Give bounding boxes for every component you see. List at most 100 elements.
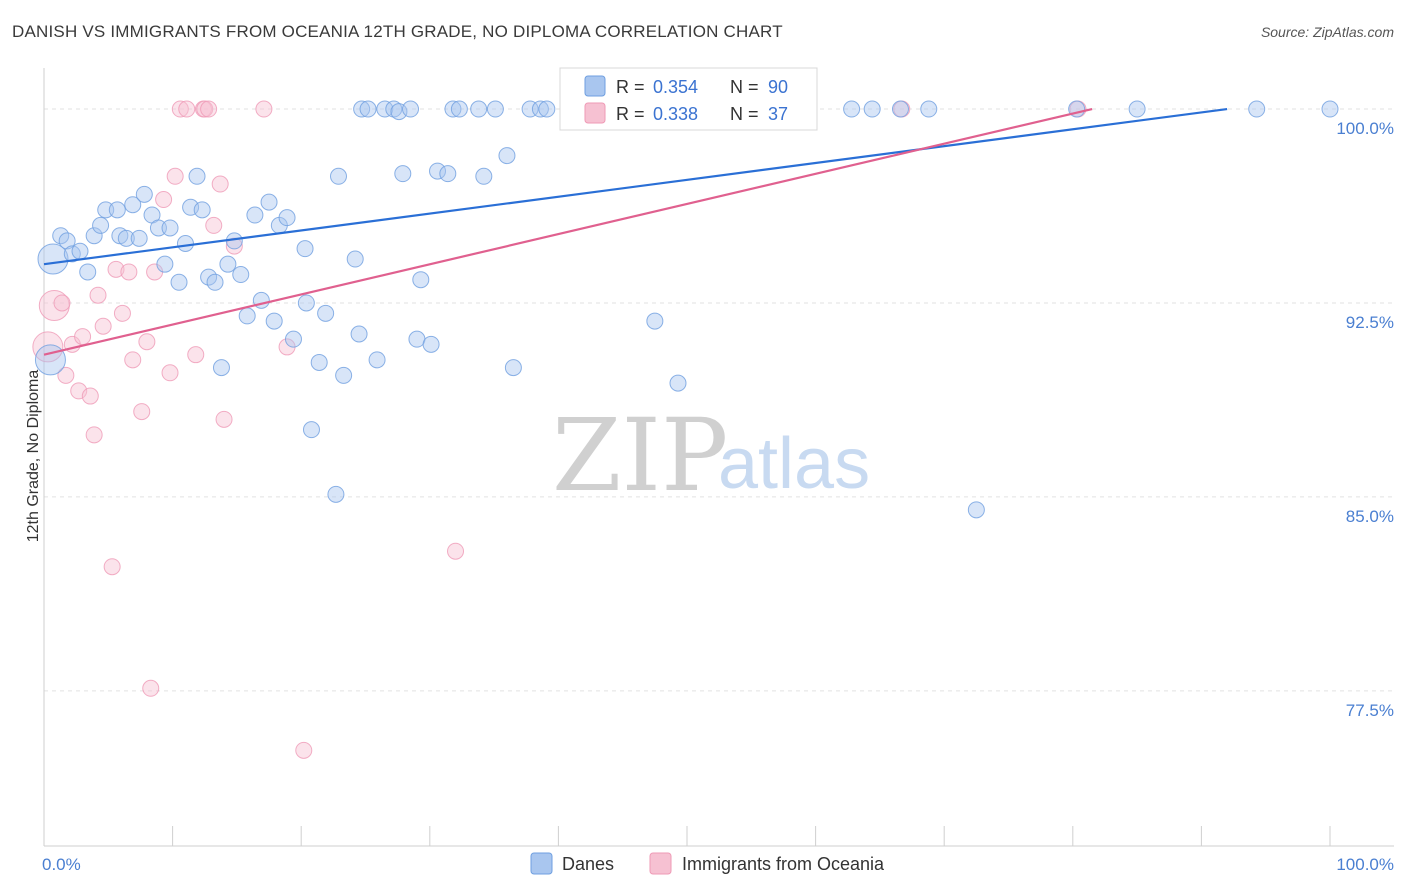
danes-point-21 [176, 234, 194, 252]
oceania-point-13 [113, 304, 131, 322]
danes-point-39 [296, 240, 314, 258]
danes-point-32 [246, 206, 264, 224]
danes-point-85 [967, 501, 985, 519]
legend-r-value-danes: 0.354 [653, 77, 698, 97]
oceania-point-27 [196, 100, 214, 118]
legend-n-label-oceania: N = [730, 104, 759, 124]
danes-point-44 [327, 485, 345, 503]
danes-point-84 [920, 100, 938, 118]
y-axis-label: 12th Grade, No Diploma [25, 370, 42, 543]
oceania-point-14 [120, 263, 138, 281]
danes-point-5 [71, 242, 89, 260]
danes-point-17 [149, 219, 167, 237]
danes-point-37 [278, 209, 296, 227]
danes-point-8 [92, 216, 110, 234]
oceania-point-31 [215, 410, 233, 428]
danes-point-76 [646, 312, 664, 330]
danes-point-42 [310, 353, 328, 371]
danes-point-56 [402, 100, 420, 118]
danes-point-57 [408, 330, 426, 348]
danes-point-3 [58, 232, 76, 250]
oceania-point-11 [103, 558, 121, 576]
danes-point-30 [232, 266, 250, 284]
danes-point-40 [297, 294, 315, 312]
danes-point-63 [450, 100, 468, 118]
y-tick-label-1: 92.5% [1346, 313, 1394, 332]
danes-point-62 [444, 100, 462, 118]
danes-point-26 [206, 273, 224, 291]
oceania-point-29 [205, 216, 223, 234]
danes-point-46 [335, 366, 353, 384]
oceania-point-16 [133, 403, 151, 421]
danes-point-59 [422, 335, 440, 353]
x-tick-labels: 0.0% 100.0% [42, 855, 1394, 874]
danes-point-69 [521, 100, 539, 118]
danes-point-67 [498, 147, 516, 165]
danes-point-83 [891, 100, 909, 118]
y-tick-label-3: 77.5% [1346, 701, 1394, 720]
danes-point-47 [346, 250, 364, 268]
oceania-point-25 [187, 346, 205, 364]
danes-point-35 [265, 312, 283, 330]
oceania-point-2 [53, 294, 71, 312]
oceania-point-36 [447, 542, 465, 560]
danes-point-13 [124, 196, 142, 214]
danes-point-89 [1321, 100, 1339, 118]
oceania-point-30 [211, 175, 229, 193]
danes-point-58 [412, 271, 430, 289]
oceania-point-12 [107, 260, 125, 278]
danes-point-9 [97, 201, 115, 219]
danes-point-71 [538, 100, 556, 118]
oceania-point-32 [225, 237, 243, 255]
oceania-point-15 [124, 351, 142, 369]
oceania-point-9 [89, 286, 107, 304]
danes-point-34 [260, 193, 278, 211]
danes-point-18 [156, 255, 174, 273]
x-tick-label-1: 100.0% [1336, 855, 1394, 874]
legend-box: R = 0.354 N = 90 R = 0.338 N = 37 [559, 67, 818, 131]
danes-point-19 [161, 219, 179, 237]
watermark-atlas: atlas [718, 424, 870, 504]
legend-swatch-oceania [584, 102, 606, 124]
danes-point-31 [238, 307, 256, 325]
danes-point-38 [284, 330, 302, 348]
legend-n-label-danes: N = [730, 77, 759, 97]
oceania-point-3 [57, 366, 75, 384]
oceania-point-21 [161, 364, 179, 382]
x-tick-label-0: 0.0% [42, 855, 81, 874]
legend-n-value-oceania: 37 [768, 104, 788, 124]
danes-point-70 [531, 100, 549, 118]
oceania-point-20 [155, 191, 173, 209]
trend-lines [43, 107, 1228, 356]
danes-point-60 [429, 162, 447, 180]
danes-point-23 [188, 167, 206, 185]
danes-point-88 [1248, 100, 1266, 118]
bottom-legend: Danes Immigrants from Oceania [530, 852, 885, 875]
oceania-point-7 [81, 387, 99, 405]
danes-point-77 [669, 374, 687, 392]
y-tick-labels: 100.0% 92.5% 85.0% 77.5% [1336, 119, 1394, 720]
oceania-point-18 [142, 679, 160, 697]
danes-point-68 [504, 359, 522, 377]
oceania-point-33 [255, 100, 273, 118]
danes-point-10 [108, 201, 126, 219]
y-tick-label-2: 85.0% [1346, 507, 1394, 526]
danes-point-49 [353, 100, 371, 118]
bottom-legend-swatch-oceania [649, 852, 672, 875]
legend-r-value-oceania: 0.338 [653, 104, 698, 124]
legend-r-label-danes: R = [616, 77, 645, 97]
danes-point-52 [376, 100, 394, 118]
danes-point-66 [486, 100, 504, 118]
danes-point-87 [1128, 100, 1146, 118]
oceania-point-22 [166, 167, 184, 185]
danes-point-81 [843, 100, 861, 118]
oceania-point-24 [178, 100, 196, 118]
danes-point-1 [37, 243, 69, 275]
danes-trend-line [43, 107, 1228, 266]
oceania-point-23 [171, 100, 189, 118]
danes-point-53 [385, 100, 403, 118]
danes-point-64 [470, 100, 488, 118]
bottom-legend-swatch-danes [530, 852, 553, 875]
danes-point-61 [439, 165, 457, 183]
